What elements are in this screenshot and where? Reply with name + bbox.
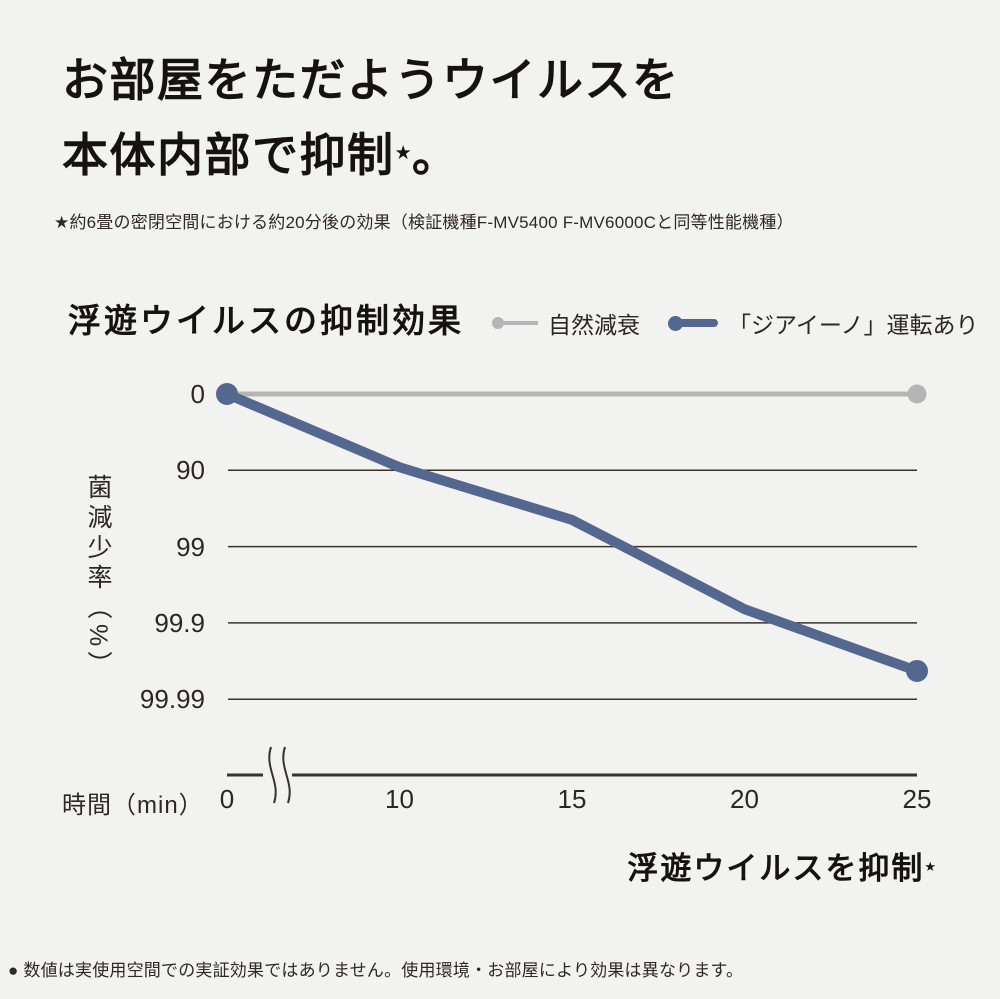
y-axis-title: 菌減少率（%） <box>84 474 112 682</box>
y-axis-tick-label: 99.99 <box>139 684 205 715</box>
x-axis-tick-label: 25 <box>902 784 932 814</box>
page-title-line2-period: 。 <box>411 128 460 181</box>
series-endpoint-dot-1 <box>906 659 928 682</box>
title-footnote-star-icon: ★ <box>394 143 412 164</box>
y-axis-tick-label: 90 <box>176 455 205 486</box>
x-axis-tick-label: 0 <box>219 784 235 814</box>
x-axis-title: 時間（min） <box>62 792 204 819</box>
legend-item-jiaino-on: 「ジアイーノ」運転あり <box>668 306 978 340</box>
page-title-line2-text: 本体内部で抑制 <box>62 128 395 181</box>
axis-break-icon <box>268 746 277 804</box>
page-title: お部屋をただようウイルスを 本体内部で抑制★。 <box>62 44 680 192</box>
chart-callout: 浮遊ウイルスを抑制★ <box>627 843 936 888</box>
hero-footnote: ★約6畳の密閉空間における約20分後の効果（検証機種F-MV5400 F-MV6… <box>54 213 794 232</box>
chart-title: 浮遊ウイルスの抑制効果 <box>68 302 464 339</box>
x-axis-tick-label: 10 <box>385 784 414 814</box>
blue-line-marker-icon <box>668 315 718 331</box>
legend-label-natural-decay: 自然減衰 <box>548 312 640 338</box>
page-title-line1: お部屋をただようウイルスを <box>62 54 680 106</box>
axis-break-icon <box>282 746 291 804</box>
gray-line-marker-icon <box>492 317 538 329</box>
footer-note: ● 数値は実使用空間での実証効果ではありません。使用環境・お部屋により効果は異な… <box>8 961 744 980</box>
y-axis-tick-label: 0 <box>190 379 205 409</box>
y-axis-tick-label: 99.9 <box>154 607 205 638</box>
series-endpoint-dot-0 <box>907 384 927 404</box>
page-title-line2: 本体内部で抑制★。 <box>62 117 680 192</box>
callout-footnote-star-icon: ★ <box>924 858 936 874</box>
legend-item-natural-decay: 自然減衰 <box>492 306 640 340</box>
legend-label-jiaino-on: 「ジアイーノ」運転あり <box>728 312 979 338</box>
chart-legend: 自然減衰 「ジアイーノ」運転あり <box>492 306 978 340</box>
x-axis-tick-label: 15 <box>557 784 587 814</box>
chart-callout-text: 浮遊ウイルスを抑制 <box>627 851 925 886</box>
series-line-1 <box>222 389 922 676</box>
series-endpoint-dot-1 <box>216 383 238 405</box>
y-axis-tick-label: 99 <box>176 531 205 562</box>
x-axis-tick-label: 20 <box>730 784 759 814</box>
